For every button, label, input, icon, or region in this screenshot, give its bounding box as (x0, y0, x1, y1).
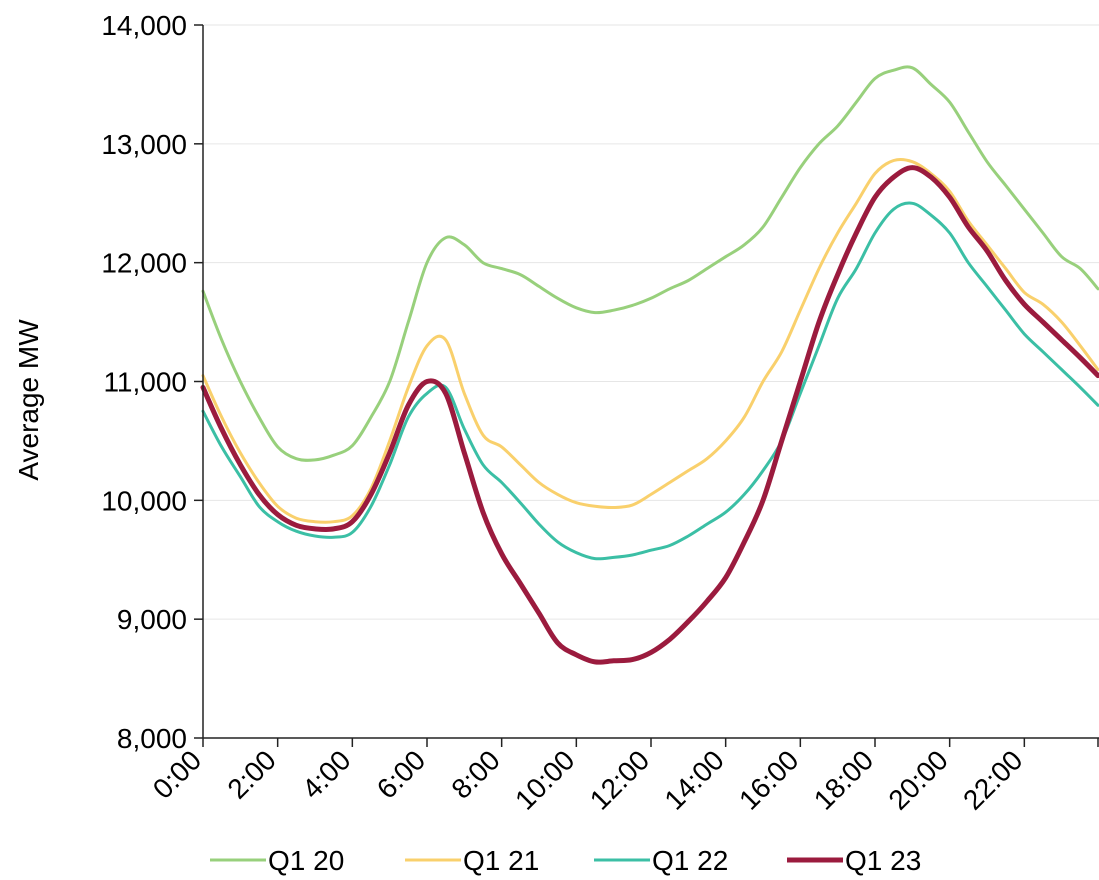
x-tick-label: 14:00 (658, 744, 729, 815)
series-lines (200, 65, 1099, 665)
y-tick-label: 13,000 (101, 129, 187, 160)
x-tick-label: 12:00 (584, 744, 655, 815)
x-axis-ticks: 0:00 2:00 4:00 6:00 8:00 10:00 12:00 14:00 16:00… (147, 738, 1099, 816)
legend-label: Q1 21 (463, 845, 539, 876)
x-tick-label: 22:00 (957, 744, 1028, 815)
x-tick-label: 4:00 (296, 744, 356, 804)
y-tick-label: 12,000 (101, 248, 187, 279)
legend-label: Q1 23 (845, 845, 921, 876)
y-tick-label: 8,000 (117, 723, 187, 754)
y-tick-label: 14,000 (101, 10, 187, 41)
x-tick-label: 2:00 (221, 744, 281, 804)
series-line-q1-23 (200, 165, 1099, 665)
x-tick-label: 20:00 (882, 744, 953, 815)
x-tick-label: 6:00 (371, 744, 431, 804)
legend: Q1 20 Q1 21 Q1 22 Q1 23 (210, 845, 921, 876)
series-line-q1-20 (201, 65, 1099, 462)
y-axis-title: Average MW (13, 319, 44, 481)
y-tick-label: 11,000 (103, 367, 187, 398)
gridlines (203, 24, 1099, 620)
y-tick-label: 9,000 (117, 604, 187, 635)
x-tick-label: 18:00 (808, 744, 879, 815)
x-tick-label: 8:00 (445, 744, 505, 804)
x-tick-label: 16:00 (733, 744, 804, 815)
series-line-q1-22 (201, 201, 1099, 561)
y-tick-label: 10,000 (101, 485, 187, 516)
legend-label: Q1 20 (268, 845, 344, 876)
x-tick-label: 10:00 (509, 744, 580, 815)
legend-label: Q1 22 (652, 845, 728, 876)
y-axis-ticks: 8,000 9,000 10,000 11,000 12,000 13,000 14,000 (101, 10, 203, 754)
series-line-q1-21 (201, 157, 1099, 524)
